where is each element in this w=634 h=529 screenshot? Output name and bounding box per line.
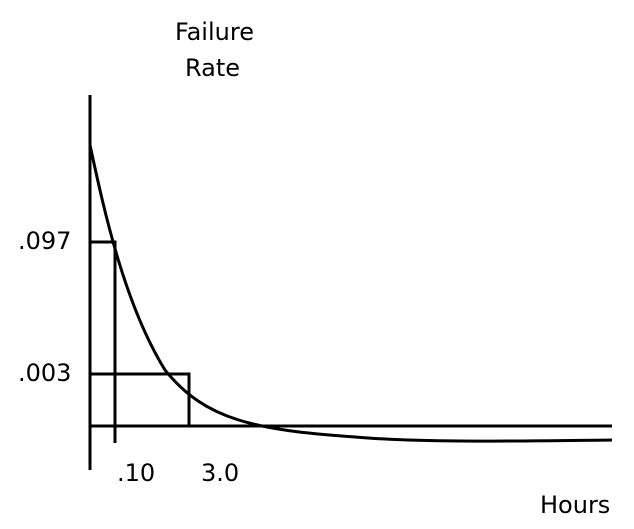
y-axis-label-line2: Rate bbox=[185, 54, 241, 82]
y-tick-label-097: .097 bbox=[18, 227, 72, 255]
failure-rate-curve bbox=[88, 144, 613, 443]
x-tick-label-3: 3.0 bbox=[201, 459, 240, 487]
guide-003 bbox=[90, 372, 191, 426]
x-axis-label: Hours bbox=[540, 491, 611, 519]
y-axis-label-line1: Failure bbox=[175, 18, 254, 46]
x-tick-label-10: .10 bbox=[117, 459, 156, 487]
y-tick-label-003: .003 bbox=[18, 359, 72, 387]
guide-097 bbox=[90, 240, 117, 443]
